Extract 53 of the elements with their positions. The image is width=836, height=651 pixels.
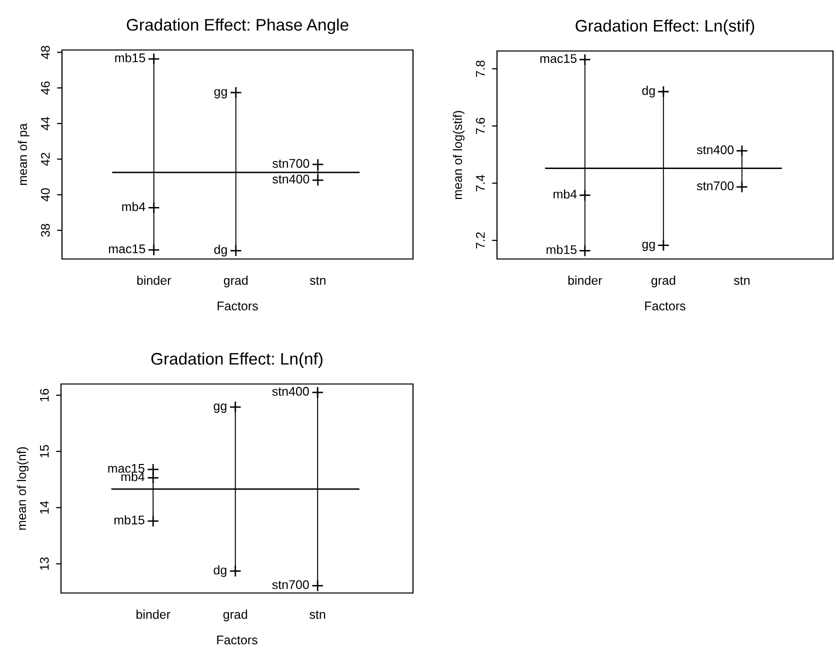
y-tick-label: 7.6 [476,118,485,134]
y-tick-label: 48 [40,46,50,59]
y-tick-label: 40 [40,188,50,202]
x-tick-label: binder [136,610,170,619]
y-axis-title: mean of pa [18,123,30,185]
annotation: mb4 [122,202,146,212]
x-tick-label: grad [224,276,248,288]
x-tick-label: stn [310,276,326,285]
x-tick-label: stn [734,276,750,285]
x-tick-label: stn [310,610,326,619]
y-tick-label: 44 [41,116,50,130]
annotation: mb15 [115,53,146,62]
x-axis-title: Factors [218,302,258,310]
annotation: dg [214,244,227,256]
chart-title: Gradation Effect: Ln(stif) [576,19,754,36]
y-tick-label: 7.2 [476,232,485,248]
annotation: dg [642,86,655,98]
y-axis-title: mean of log(nf) [16,447,29,530]
annotation: mb4 [121,472,145,482]
chart-title: Gradation Effect: Phase Angle [126,18,348,34]
annotation: gg [214,89,227,98]
annotation: stn700 [272,580,309,590]
annotation: mac15 [108,244,146,254]
x-tick-label: grad [651,276,676,288]
annotation: stn400 [696,145,734,154]
annotation: mac15 [540,54,577,63]
x-tick-label: grad [223,610,248,622]
annotation: mb15 [546,244,577,254]
y-tick-label: 16 [40,388,49,402]
y-tick-label: 14 [40,501,49,514]
y-tick-label: 7.4 [476,174,485,192]
x-tick-label: binder [137,276,172,285]
annotation: mac15 [108,464,144,473]
y-tick-label: 38 [40,224,50,237]
y-axis-title: mean of log(stif) [452,110,465,199]
chart-title: Gradation Effect: Ln(nf) [151,352,322,368]
annotation: stn700 [272,158,310,168]
annotation: stn400 [272,174,310,184]
y-tick-label: 13 [40,557,49,570]
x-axis-title: Factors [217,636,258,644]
y-tick-label: 15 [40,444,49,458]
annotation: gg [214,404,226,413]
y-tick-label: 7.8 [476,60,485,77]
annotation: stn700 [696,181,734,190]
annotation: mb15 [114,515,144,524]
x-axis-title: Factors [645,302,686,310]
annotation: stn400 [272,386,309,396]
y-tick-label: 42 [40,152,50,166]
annotation: dg [214,565,226,577]
annotation: mb4 [554,189,577,199]
x-tick-label: binder [568,276,602,285]
annotation: gg [642,242,655,252]
y-tick-label: 46 [40,82,50,95]
